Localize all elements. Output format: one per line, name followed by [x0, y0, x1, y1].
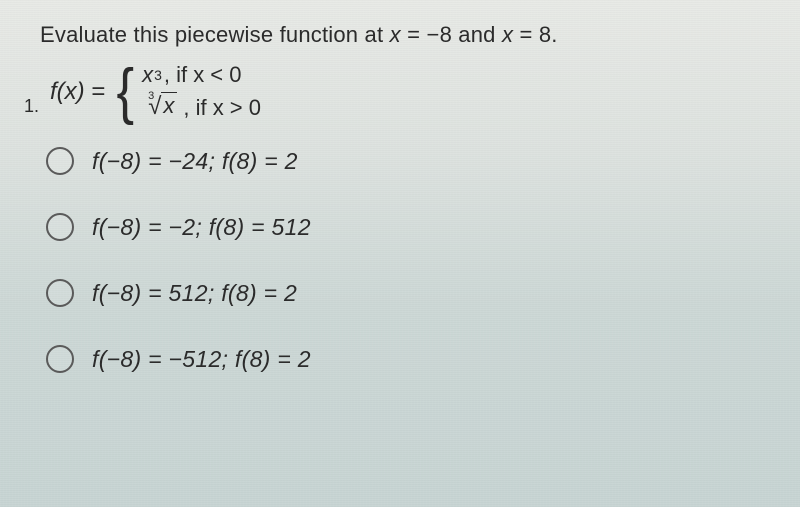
- question-number: 1.: [24, 96, 42, 117]
- radio-icon[interactable]: [46, 279, 74, 307]
- brace-icon: {: [117, 64, 135, 120]
- case1-cond: , if x < 0: [164, 62, 242, 88]
- eq2: =: [513, 22, 539, 47]
- option-a-text: f(−8) = −24; f(8) = 2: [92, 148, 298, 175]
- option-d-text: f(−8) = −512; f(8) = 2: [92, 346, 311, 373]
- case1-base: x: [142, 62, 153, 88]
- option-b-text: f(−8) = −2; f(8) = 512: [92, 214, 311, 241]
- radio-icon[interactable]: [46, 213, 74, 241]
- var-x2: x: [502, 22, 513, 47]
- options-list: f(−8) = −24; f(8) = 2 f(−8) = −2; f(8) =…: [46, 147, 770, 373]
- conj: and: [452, 22, 502, 47]
- var-x1: x: [390, 22, 401, 47]
- case-1: x3, if x < 0: [142, 62, 261, 88]
- radio-icon[interactable]: [46, 345, 74, 373]
- case2-cond: , if x > 0: [183, 95, 261, 121]
- val2: 8.: [539, 22, 558, 47]
- piecewise-cases: x3, if x < 0 3 √ x , if x > 0: [142, 62, 261, 121]
- question-prompt: Evaluate this piecewise function at x = …: [40, 22, 770, 48]
- radio-icon[interactable]: [46, 147, 74, 175]
- prompt-text: Evaluate this piecewise function at: [40, 22, 390, 47]
- eq1: =: [401, 22, 427, 47]
- case1-exp: 3: [154, 67, 162, 83]
- case-2: 3 √ x , if x > 0: [142, 94, 261, 121]
- function-definition: 1. f(x) = { x3, if x < 0 3 √ x , if x > …: [24, 62, 770, 121]
- radicand: x: [161, 92, 177, 119]
- fx-label: f(x) =: [50, 78, 105, 106]
- option-b[interactable]: f(−8) = −2; f(8) = 512: [46, 213, 770, 241]
- question-block: Evaluate this piecewise function at x = …: [0, 0, 800, 393]
- option-d[interactable]: f(−8) = −512; f(8) = 2: [46, 345, 770, 373]
- option-a[interactable]: f(−8) = −24; f(8) = 2: [46, 147, 770, 175]
- val1: −8: [427, 22, 452, 47]
- radical-icon: √: [148, 94, 161, 120]
- option-c-text: f(−8) = 512; f(8) = 2: [92, 280, 297, 307]
- option-c[interactable]: f(−8) = 512; f(8) = 2: [46, 279, 770, 307]
- cube-root: 3 √ x: [142, 94, 177, 121]
